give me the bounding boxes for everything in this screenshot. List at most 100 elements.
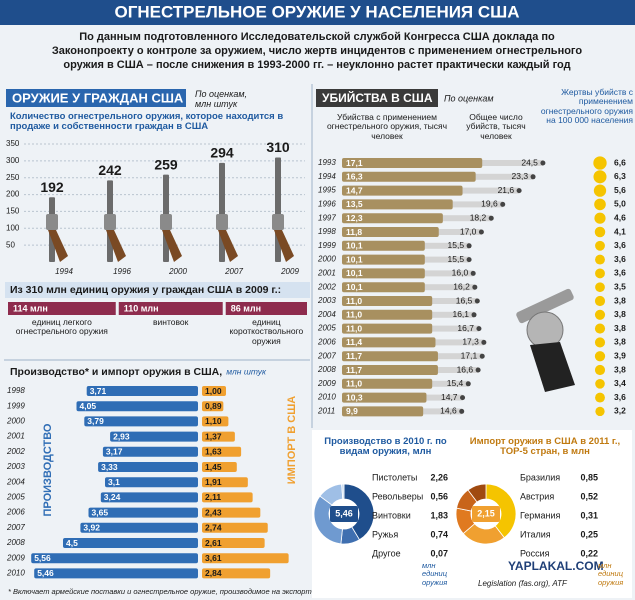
y-category-label: 2004 — [6, 477, 25, 486]
total-dot — [460, 395, 466, 401]
value-label: 1,91 — [205, 477, 222, 487]
value-label: 2,74 — [205, 523, 222, 533]
y-category-label: 2006 — [6, 508, 25, 517]
value-label: 11,7 — [346, 351, 362, 361]
victim-dot — [594, 309, 606, 320]
title-badge — [316, 89, 438, 107]
value-label: 310 — [266, 139, 290, 155]
import-bar — [202, 507, 261, 518]
value-label: 11,0 — [346, 379, 362, 389]
production-bar — [31, 553, 199, 564]
y-category-label: 2010 — [317, 393, 336, 402]
value-label: 2,11 — [205, 492, 221, 502]
victim-dot — [595, 406, 605, 417]
production-bar — [105, 477, 198, 488]
chart-title: Импорт оружия в США в 2011 г., ТОР-5 стр… — [469, 436, 621, 458]
bullet-bar — [342, 337, 436, 348]
production-bar — [76, 401, 198, 412]
value-label: 9,9 — [346, 406, 358, 416]
header-band — [0, 0, 635, 25]
value-label: 13,5 — [346, 199, 363, 209]
gun-grip — [162, 230, 182, 262]
value-label: 0,22 — [580, 548, 598, 558]
legend-label: Винтовки — [372, 510, 411, 520]
bullet-bar — [342, 309, 433, 320]
value-label: 114 млн — [13, 303, 48, 313]
value-label: 0,52 — [580, 491, 598, 501]
import-bar — [202, 477, 248, 488]
legend-label: Ружья — [372, 529, 398, 539]
victim-dot — [595, 254, 605, 265]
gun-barrel — [219, 162, 225, 262]
y-category-label: 1995 — [318, 186, 336, 195]
bullet-bar — [342, 378, 433, 389]
page-title: ОГНЕСТРЕЛЬНОЕ ОРУЖИЕ У НАСЕЛЕНИЯ США — [114, 2, 519, 21]
value-label: 294 — [210, 145, 234, 161]
legend-label: Пистолеты — [372, 472, 417, 482]
value-label: 16,2 — [453, 281, 470, 291]
bullet-bar — [342, 296, 433, 306]
value-label: 3,65 — [92, 507, 109, 517]
y-tick-label: 350 — [6, 139, 20, 148]
title-badge — [6, 89, 186, 107]
production-bar — [100, 492, 198, 503]
value-label: 4,1 — [614, 226, 626, 236]
value-label: 3,8 — [614, 364, 626, 374]
import-bar — [202, 538, 265, 548]
production-bar — [63, 538, 198, 548]
import-bar — [202, 553, 289, 564]
x-tick-label: 2009 — [280, 267, 299, 276]
chart-note: По оценкам, млн штук — [195, 89, 248, 109]
revolver-barrel — [516, 288, 574, 324]
bullet-bar — [342, 199, 453, 210]
import-bar — [202, 492, 253, 503]
y-category-label: 2005 — [6, 493, 25, 502]
value-label: 110 млн — [124, 303, 159, 313]
value-label: 16,1 — [452, 309, 469, 319]
production-bar — [34, 568, 199, 579]
victim-dot — [593, 156, 607, 170]
value-label: 3,6 — [614, 392, 626, 402]
y-category-label: 2011 — [317, 407, 335, 416]
value-label: 10,3 — [346, 392, 363, 402]
total-dot — [488, 215, 494, 221]
total-dot — [516, 188, 522, 194]
total-dot — [540, 160, 546, 166]
bullet-bar — [342, 227, 439, 237]
value-label: 15,4 — [447, 378, 464, 388]
value-label: 0,74 — [430, 529, 448, 539]
value-label: 19,6 — [481, 199, 498, 209]
y-category-label: 2009 — [6, 553, 25, 562]
value-label: 10,1 — [346, 241, 363, 251]
victim-dot — [595, 282, 605, 293]
victim-dot — [594, 364, 606, 376]
victim-dot — [594, 226, 606, 238]
value-label: 5,0 — [614, 199, 626, 209]
bullet-bar — [342, 392, 427, 403]
victim-dot — [595, 379, 605, 389]
bullet-bar — [342, 158, 483, 168]
total-dot — [466, 243, 472, 249]
gun-grip — [48, 230, 68, 262]
total-dot — [466, 257, 472, 263]
donut-slice — [485, 483, 517, 539]
value-label: 21,6 — [498, 185, 515, 195]
chart-unit: млн штук — [226, 366, 267, 376]
value-label: 5,56 — [34, 553, 51, 563]
value-label: 3,71 — [90, 386, 107, 396]
y-category-label: 2005 — [317, 324, 336, 333]
import-bar — [202, 401, 224, 412]
value-label: 16,7 — [457, 323, 474, 333]
y-category-label: 2000 — [6, 417, 25, 426]
total-dot — [465, 381, 471, 387]
chart-note: По оценкам — [444, 93, 494, 103]
victim-dot — [594, 323, 606, 334]
legend-label: Револьверы — [372, 491, 423, 501]
value-label: 17,3 — [462, 337, 479, 347]
gun-barrel — [275, 157, 281, 262]
intro-line: По данным подготовленного Исследовательс… — [79, 31, 555, 43]
value-label: 11,0 — [346, 323, 362, 333]
value-label: 3,24 — [104, 492, 121, 502]
x-tick-label: 1994 — [55, 267, 73, 276]
series-name: Жертвы убийств с применением огнестрельн… — [540, 87, 633, 126]
